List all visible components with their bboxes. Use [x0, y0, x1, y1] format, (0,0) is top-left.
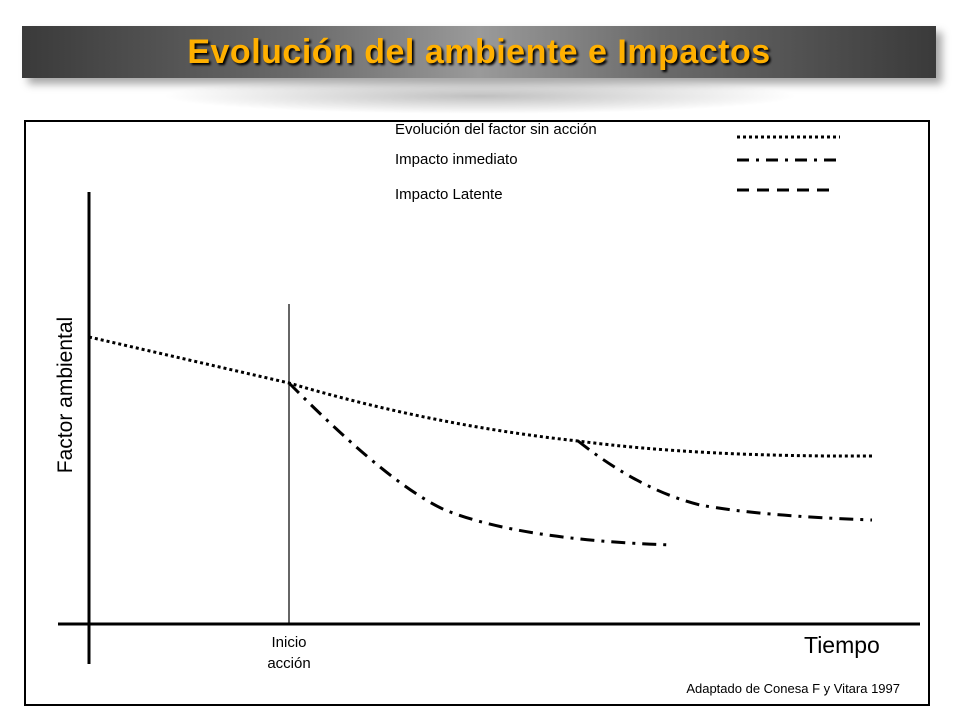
- diagram-frame: [24, 120, 930, 706]
- curve-immediate-impact: [287, 381, 673, 547]
- legend-label-latent: Impacto Latente: [395, 186, 503, 203]
- legend-label-immediate: Impacto inmediato: [395, 151, 518, 168]
- legend-label-evolution: Evolución del factor sin acción: [395, 121, 597, 138]
- title-shadow: [160, 78, 800, 114]
- action-start-label-line1: Inicio: [271, 634, 307, 651]
- curve-evolution-without-action: [88, 335, 873, 458]
- title-banner: Evolución del ambiente e Impactos: [22, 26, 936, 78]
- action-start-label: Inicio acción: [267, 632, 310, 674]
- y-axis-label: Factor ambiental: [54, 316, 77, 474]
- x-axis-label: Tiempo: [804, 632, 880, 658]
- curve-latent-impact: [577, 439, 873, 522]
- action-start-label-line2: acción: [267, 655, 311, 672]
- source-citation: Adaptado de Conesa F y Vitara 1997: [686, 681, 900, 696]
- slide-title: Evolución del ambiente e Impactos: [187, 32, 771, 71]
